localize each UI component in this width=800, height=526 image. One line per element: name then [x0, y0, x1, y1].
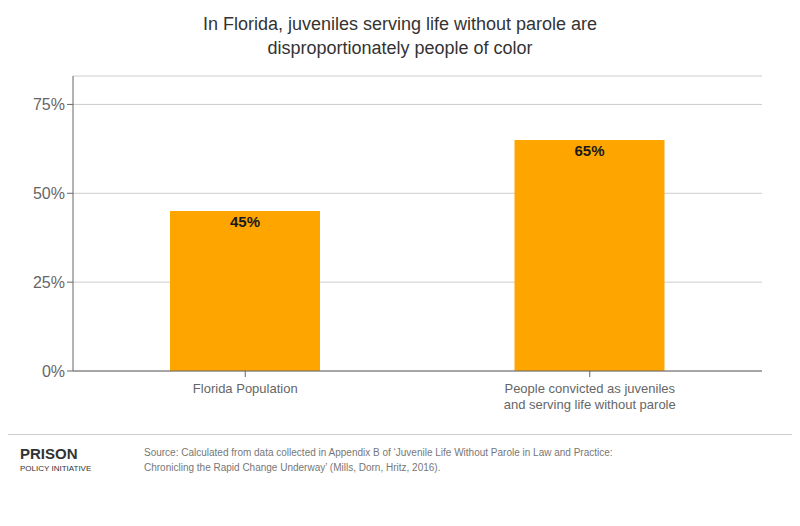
- html-text:PRISON: PRISON: [20, 445, 78, 462]
- svg-text:45%: 45%: [230, 213, 260, 230]
- svg-text:0%: 0%: [42, 363, 65, 380]
- svg-text:People convicted as juvenilesa: People convicted as juvenilesand serving…: [504, 381, 676, 412]
- svg-text:65%: 65%: [574, 142, 604, 159]
- svg-text:50%: 50%: [33, 185, 65, 202]
- svg-text:75%: 75%: [33, 96, 65, 113]
- svg-text:25%: 25%: [33, 274, 65, 291]
- html-text:POLICY INITIATIVE: POLICY INITIATIVE: [20, 464, 92, 473]
- html-text:Source: Calculated from data c: Source: Calculated from data collected i…: [144, 447, 613, 473]
- html-text:In Florida, juveniles serving: In Florida, juveniles serving life witho…: [202, 14, 598, 58]
- svg-text:Florida Population: Florida Population: [193, 381, 298, 396]
